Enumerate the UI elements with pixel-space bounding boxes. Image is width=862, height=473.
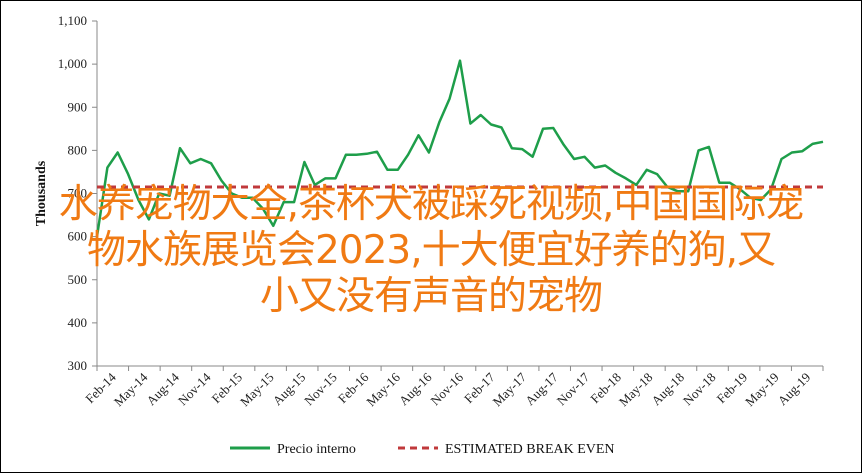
x-tick-label: Aug-15 (270, 370, 309, 409)
overlay-line-3: 小又没有声音的宠物 (259, 274, 603, 319)
x-tick-label: Aug-14 (143, 369, 182, 408)
x-tick-label: May-14 (111, 369, 151, 409)
x-tick-label: Nov-16 (427, 369, 466, 408)
y-tick-label: 1,100 (58, 13, 87, 28)
y-tick-label: 900 (68, 99, 88, 114)
y-tick-label: 400 (68, 315, 88, 330)
series-line-precio-interno (95, 59, 824, 237)
x-tick-label: Aug-18 (648, 370, 687, 409)
x-tick-label: May-15 (237, 370, 277, 410)
y-tick-label: 800 (68, 142, 88, 157)
x-tick-label: Nov-18 (680, 370, 719, 409)
x-tick-label: Nov-15 (301, 370, 340, 409)
overlay-caption: 水养宠物大全,茶杯犬被踩死视频,中国国际宠 物水族展览会2023,十大便宜好养的… (0, 182, 862, 320)
y-tick-label: 1,000 (58, 56, 87, 71)
y-tick-label: 500 (68, 272, 88, 287)
x-tick-label: May-17 (490, 369, 530, 409)
y-tick-label: 700 (68, 186, 88, 201)
x-tick-label: Aug-19 (775, 370, 814, 409)
x-tick-label: May-18 (616, 370, 656, 410)
overlay-line-2: 物水族展览会2023,十大便宜好养的狗,又 (86, 228, 776, 273)
legend-label: ESTIMATED BREAK EVEN (445, 442, 615, 457)
x-tick-label: Nov-17 (554, 369, 593, 408)
x-tick-label: May-19 (742, 370, 782, 410)
x-tick-label: Nov-14 (175, 369, 214, 408)
x-tick-label: May-16 (363, 369, 403, 409)
y-axis-title: Thousands (34, 160, 49, 226)
legend-label: Precio interno (277, 442, 356, 457)
y-tick-label: 600 (68, 229, 88, 244)
x-tick-label: Aug-17 (522, 369, 561, 408)
x-tick-label: Aug-16 (396, 369, 435, 408)
overlay-line-1: 水养宠物大全,茶杯犬被踩死视频,中国国际宠 (58, 182, 805, 227)
y-tick-label: 300 (68, 358, 88, 373)
